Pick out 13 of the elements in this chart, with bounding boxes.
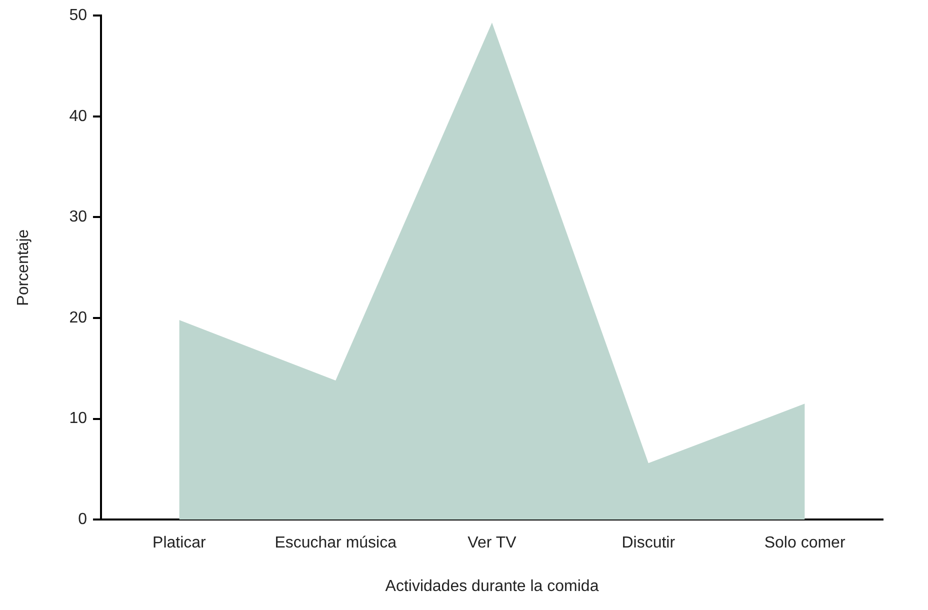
x-axis-title: Actividades durante la comida xyxy=(385,578,599,595)
y-tick-label: 50 xyxy=(69,7,88,24)
x-tick-label: Escuchar música xyxy=(274,534,397,552)
y-tick-label: 30 xyxy=(69,208,88,226)
x-tick-label: Solo comer xyxy=(764,534,846,552)
y-axis-title: Porcentaje xyxy=(15,229,32,306)
x-tick-label: Ver TV xyxy=(468,534,517,552)
y-tick-label: 10 xyxy=(69,410,88,428)
y-tick-label: 0 xyxy=(78,511,88,528)
y-tick-label: 40 xyxy=(69,108,88,125)
y-tick-label: 20 xyxy=(69,309,88,326)
x-tick-label: Discutir xyxy=(622,534,676,552)
x-tick-label: Platicar xyxy=(152,534,207,552)
